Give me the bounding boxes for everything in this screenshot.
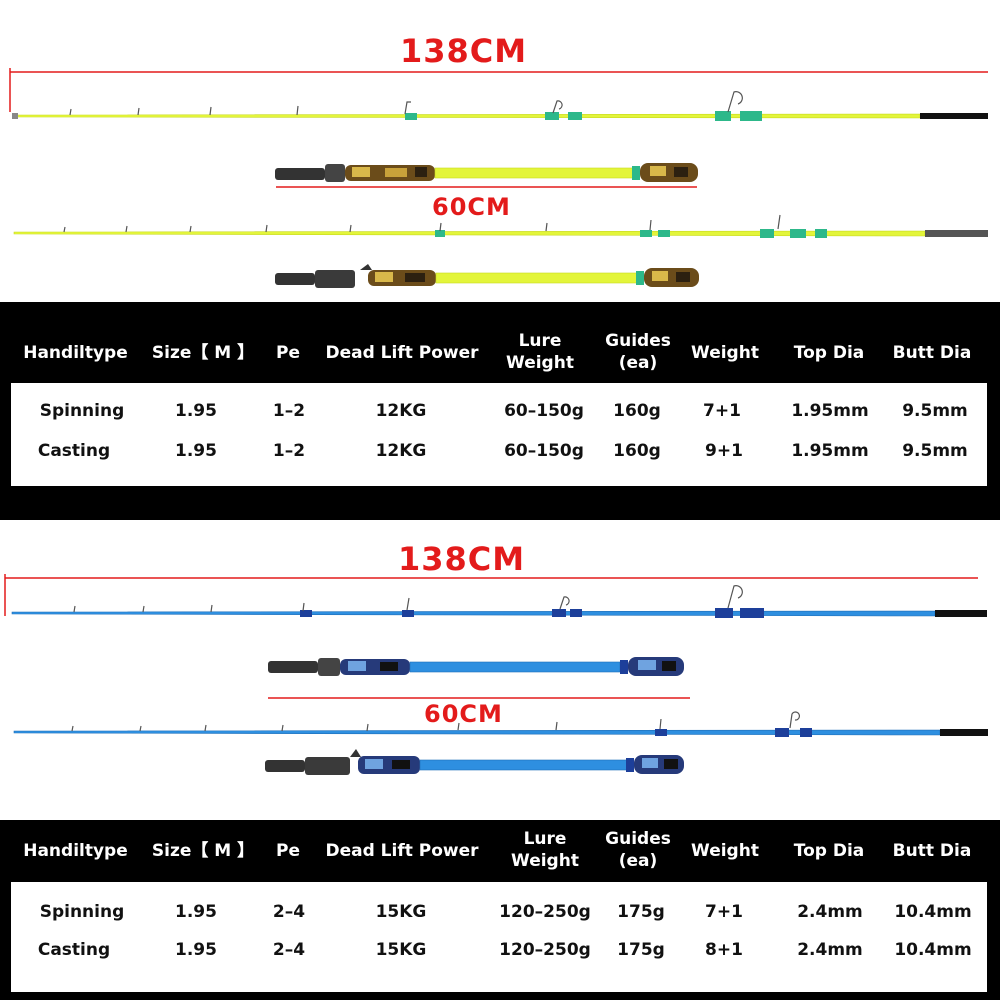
col-header-weight: Weight [691,841,759,861]
col-header-pe: Pe [276,343,300,363]
yellow-rod-section: 138CM 60CM Handiltype Size【 M 】 Pe Dead … [0,0,1000,520]
cell-handiltype: Spinning [39,401,125,421]
cell-pe: 1–2 [272,441,306,461]
cell-guides: 175g [617,940,665,960]
blue-spec-table: Handiltype Size【 M 】 Pe Dead Lift Power … [0,820,1000,1000]
cell-weight: 7+1 [703,401,741,421]
col-header-handiltype: Handiltype [23,343,128,363]
spinning-rod-blank [11,585,987,618]
cell-weight: 8+1 [705,940,743,960]
col-header-size: Size【 M 】 [151,841,255,861]
cell-handiltype: Spinning [39,902,125,922]
col-header-top-dia: Top Dia [793,343,865,363]
cell-pe: 2–4 [272,902,306,922]
col-header-dead-lift: Dead Lift Power [325,841,479,861]
casting-rod-blank [13,214,988,238]
guides [69,91,743,116]
blue-rod-illustration: 138CM 60CM [0,520,1000,820]
cell-top-dia: 1.95mm [791,441,869,461]
spinning-handle [275,163,698,188]
guide-wraps [300,608,764,618]
yellow-rod-illustration: 138CM 60CM [0,0,1000,300]
handle-length-label: 60CM [432,193,511,221]
total-length-label: 138CM [398,540,526,578]
col-header-dead-lift: Dead Lift Power [325,343,479,363]
cell-butt-dia: 9.5mm [902,401,968,421]
cell-guides: 175g [617,902,665,922]
cell-lure-weight: 60–150g [504,401,584,421]
cell-pe: 1–2 [272,401,306,421]
cell-weight: 7+1 [705,902,743,922]
guides [71,711,801,732]
cell-size: 1.95 [175,401,217,421]
col-header-butt-dia: Butt Dia [892,343,972,363]
cell-top-dia: 2.4mm [797,940,863,960]
butt-section [925,230,988,237]
cell-dead-lift: 12KG [375,401,427,421]
cell-handiltype: Casting [37,940,111,960]
cell-butt-dia: 9.5mm [902,441,968,461]
cell-guides: 160g [613,441,661,461]
col-header-top-dia: Top Dia [793,841,865,861]
cell-handiltype: Casting [37,441,111,461]
tip-top [12,113,18,119]
cell-top-dia: 1.95mm [791,401,869,421]
guide-wraps [405,111,762,121]
cell-lure-weight: 120–250g [499,902,591,922]
cell-size: 1.95 [175,902,217,922]
cell-size: 1.95 [175,441,217,461]
butt-section [940,729,988,736]
blue-rods-drawing [4,574,988,775]
butt-section [935,610,987,617]
blue-rod-section: 138CM 60CM Handiltype Size【 M 】 Pe Dead … [0,520,1000,1000]
cell-dead-lift: 12KG [375,441,427,461]
cell-top-dia: 2.4mm [797,902,863,922]
cell-butt-dia: 10.4mm [894,940,972,960]
col-header-butt-dia: Butt Dia [892,841,972,861]
col-header-guides: Guides (ea) [605,331,671,373]
yellow-spec-table: Handiltype Size【 M 】 Pe Dead Lift Power … [0,302,1000,520]
cell-butt-dia: 10.4mm [894,902,972,922]
cell-lure-weight: 120–250g [499,940,591,960]
cell-weight: 9+1 [705,441,743,461]
col-header-weight: Weight [691,343,759,363]
col-header-guides: Guides (ea) [605,829,671,871]
col-header-lure-weight: Lure Weight [511,829,579,871]
casting-handle [275,264,699,288]
guide-wraps [655,728,812,737]
cell-dead-lift: 15KG [375,902,427,922]
spinning-handle [268,657,690,699]
yellow-rods-drawing [9,68,988,288]
handle-length-label: 60CM [424,700,503,728]
casting-rod-blank [13,711,988,737]
spinning-rod-blank [12,91,988,121]
cell-lure-weight: 60–150g [504,441,584,461]
cell-size: 1.95 [175,940,217,960]
spec-values-panel: Spinning 1.95 2–4 15KG 120–250g 175g 7+1… [11,882,987,992]
butt-section [920,113,988,119]
col-header-size: Size【 M 】 [151,343,255,363]
casting-handle [265,749,684,775]
spec-values-panel: Spinning 1.95 1–2 12KG 60–150g 160g 7+1 … [11,383,987,486]
col-header-handiltype: Handiltype [23,841,128,861]
cell-dead-lift: 15KG [375,940,427,960]
total-length-label: 138CM [400,32,528,70]
col-header-lure-weight: Lure Weight [506,331,574,373]
guides [73,585,743,613]
guides [63,214,781,233]
guide-wraps [435,229,827,238]
cell-guides: 160g [613,401,661,421]
col-header-pe: Pe [276,841,300,861]
cell-pe: 2–4 [272,940,306,960]
